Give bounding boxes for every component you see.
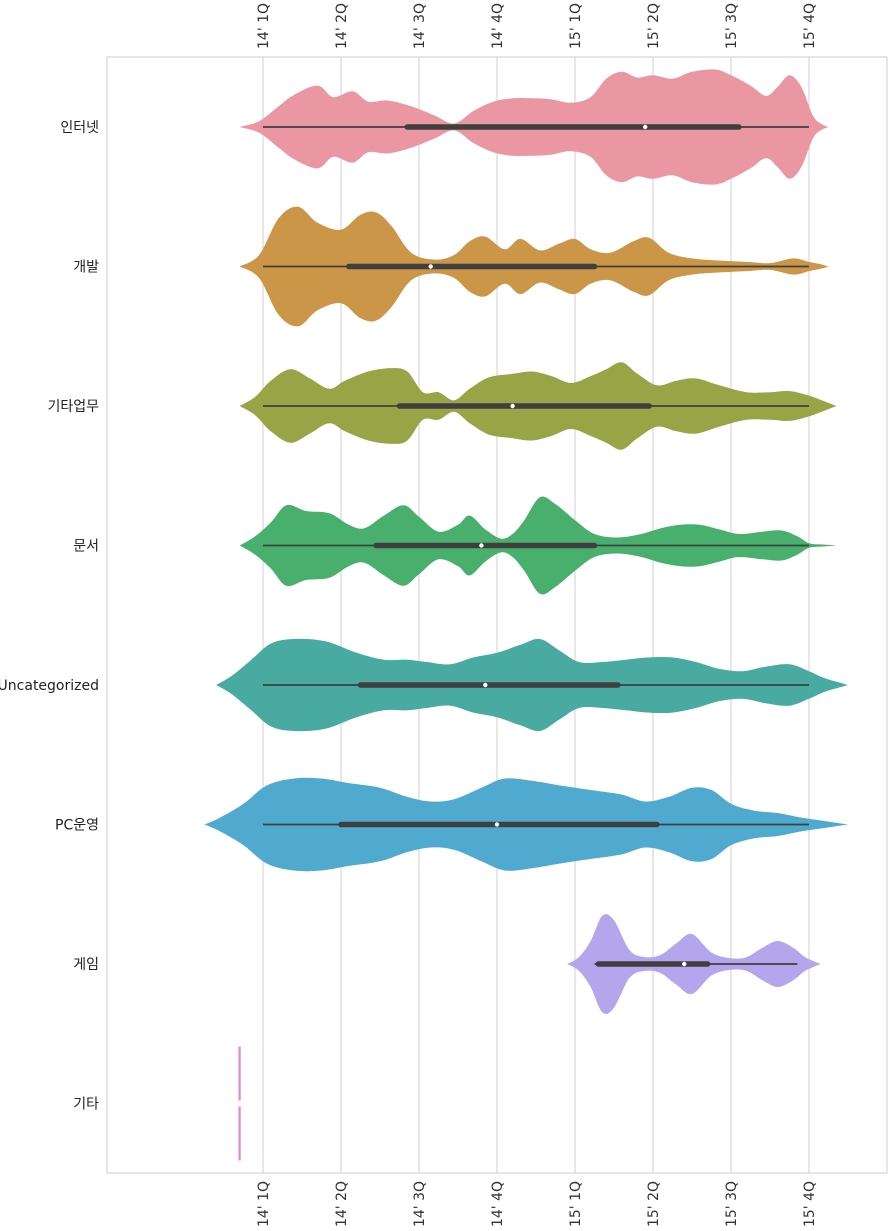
x-tick-label-top: 14' 3Q [412,3,428,49]
x-tick-label-top: 15' 3Q [724,3,740,49]
violin-1 [239,206,829,327]
x-tick-label-bottom: 15' 2Q [646,1181,662,1227]
category-label: 개발 [73,260,99,276]
category-label: PC운영 [55,818,99,834]
x-tick-label-bottom: 15' 4Q [802,1181,818,1227]
median-dot [494,822,500,827]
x-tick-label-bottom: 15' 1Q [568,1181,584,1227]
violins [204,69,848,1161]
violin-0 [239,69,829,185]
median-dot [510,403,515,409]
violin-3 [239,496,837,595]
category-label: 문서 [73,539,99,555]
x-tick-label-top: 14' 2Q [334,3,350,49]
median-dot [428,264,433,269]
category-label: 기타 [73,1097,99,1113]
x-tick-label-top: 15' 2Q [646,3,662,49]
median-dot [483,682,488,688]
median-dot [682,961,687,967]
x-tick-labels-top: 14' 1Q 14' 2Q 14' 3Q 14' 4Q 15' 1Q 15' 2Q 15' … [256,3,818,49]
plot-frame [106,56,888,1174]
violin-4 [216,638,848,732]
median-dot [479,543,484,548]
category-label: 게임 [73,957,99,973]
category-label: 인터넷 [60,120,99,136]
x-tick-label-top: 15' 4Q [802,3,818,49]
x-tick-label-bottom: 14' 4Q [490,1181,506,1227]
median-dot [643,124,648,130]
plot-border [106,56,888,1174]
x-tick-label-top: 14' 4Q [490,3,506,49]
x-tick-label-bottom: 15' 3Q [724,1181,740,1227]
x-tick-label-top: 14' 1Q [256,3,272,49]
grid-lines [262,57,810,1173]
x-tick-label-top: 15' 1Q [568,3,584,49]
category-label: Uncategorized [0,678,99,694]
violin-2 [239,362,837,450]
x-tick-label-bottom: 14' 2Q [334,1181,350,1227]
violin-5 [204,777,848,872]
category-label: 기타업무 [47,399,99,415]
x-tick-labels-bottom: 14' 1Q 14' 2Q 14' 3Q 14' 4Q 15' 1Q 15' 2Q 15' … [256,1181,818,1227]
violin-6 [567,914,821,1014]
x-tick-label-bottom: 14' 3Q [412,1181,428,1227]
x-tick-label-bottom: 14' 1Q [256,1181,272,1227]
